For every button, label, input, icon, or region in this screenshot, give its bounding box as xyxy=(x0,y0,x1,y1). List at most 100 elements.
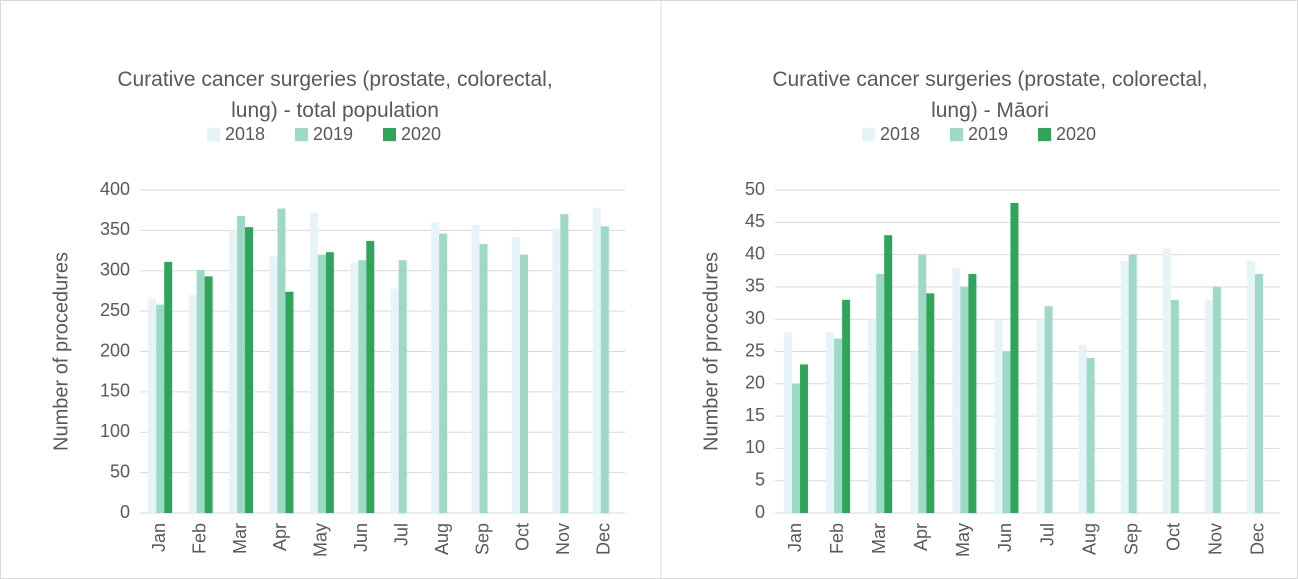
y-tick-label: 150 xyxy=(100,381,130,401)
bar xyxy=(1087,358,1095,513)
x-tick-label: Jul xyxy=(391,523,411,546)
y-tick-label: 15 xyxy=(745,405,765,425)
bar xyxy=(868,319,876,513)
legend-label: 2019 xyxy=(313,124,353,144)
x-tick-label: Oct xyxy=(1164,523,1184,551)
y-tick-label: 10 xyxy=(745,437,765,457)
bar xyxy=(560,214,568,513)
legend-label: 2018 xyxy=(225,124,265,144)
bar xyxy=(391,289,399,513)
bar xyxy=(1002,352,1010,514)
legend-swatch xyxy=(862,128,875,141)
y-tick-label: 250 xyxy=(100,300,130,320)
chart-title: Curative cancer surgeries (prostate, col… xyxy=(770,64,1210,126)
legend-swatch xyxy=(950,128,963,141)
x-tick-label: Dec xyxy=(1248,523,1268,555)
bar xyxy=(189,295,197,513)
y-tick-label: 5 xyxy=(755,469,765,489)
x-tick-label: May xyxy=(953,523,973,557)
bar xyxy=(285,292,293,513)
x-tick-label: Jun xyxy=(995,523,1015,552)
x-tick-label: Apr xyxy=(270,523,290,551)
x-tick-label: Jan xyxy=(149,523,169,552)
bar xyxy=(960,287,968,513)
bar xyxy=(1171,300,1179,513)
x-tick-label: Sep xyxy=(1121,523,1141,555)
bar xyxy=(800,364,808,513)
bar xyxy=(1121,261,1129,513)
bar xyxy=(952,268,960,513)
y-tick-label: 300 xyxy=(100,260,130,280)
legend-swatch xyxy=(207,128,220,141)
bar xyxy=(480,244,488,513)
bar xyxy=(277,209,285,513)
bar xyxy=(366,241,374,513)
bar xyxy=(1163,248,1171,513)
bar xyxy=(520,255,528,513)
page: 201820192020050100150200250300350400Numb… xyxy=(0,0,1298,579)
x-tick-label: May xyxy=(311,523,331,557)
bar xyxy=(472,225,480,513)
bar xyxy=(1037,319,1045,513)
bar xyxy=(792,384,800,513)
x-tick-label: Dec xyxy=(594,523,614,555)
bar xyxy=(593,208,601,513)
bar xyxy=(552,229,560,513)
bar xyxy=(245,227,253,513)
bar xyxy=(968,274,976,513)
bar xyxy=(358,260,366,513)
y-tick-label: 40 xyxy=(745,243,765,263)
legend-swatch xyxy=(383,128,396,141)
y-axis-label: Number of procedures xyxy=(700,252,722,451)
bar xyxy=(318,255,326,513)
y-tick-label: 35 xyxy=(745,276,765,296)
y-tick-label: 20 xyxy=(745,373,765,393)
x-tick-label: Jul xyxy=(1037,523,1057,546)
x-tick-label: Feb xyxy=(189,523,209,554)
bar xyxy=(310,213,318,513)
bar xyxy=(269,256,277,513)
x-tick-label: Apr xyxy=(911,523,931,551)
legend-swatch xyxy=(1038,128,1051,141)
legend-label: 2018 xyxy=(880,124,920,144)
y-tick-label: 50 xyxy=(745,179,765,199)
bar xyxy=(601,226,609,513)
bar xyxy=(926,293,934,513)
bar xyxy=(1247,261,1255,513)
bar xyxy=(156,305,164,513)
y-tick-label: 0 xyxy=(120,502,130,522)
bar xyxy=(884,235,892,513)
x-tick-label: Nov xyxy=(1206,523,1226,555)
bar xyxy=(164,262,172,513)
legend-label: 2020 xyxy=(1056,124,1096,144)
bar xyxy=(1213,287,1221,513)
y-tick-label: 45 xyxy=(745,211,765,231)
bar xyxy=(512,237,520,513)
y-axis-label: Number of procedures xyxy=(50,252,72,451)
x-tick-label: Oct xyxy=(513,523,533,551)
x-tick-label: Feb xyxy=(827,523,847,554)
bar xyxy=(439,234,447,513)
legend-label: 2020 xyxy=(401,124,441,144)
bar xyxy=(1129,255,1137,513)
bar xyxy=(842,300,850,513)
bar xyxy=(918,255,926,513)
y-tick-label: 50 xyxy=(110,461,130,481)
bar xyxy=(229,230,237,513)
bar xyxy=(148,299,156,513)
bar xyxy=(326,252,334,513)
x-tick-label: Aug xyxy=(432,523,452,555)
bar xyxy=(834,339,842,513)
bar xyxy=(237,216,245,513)
bar xyxy=(994,319,1002,513)
bar xyxy=(399,260,407,513)
bar xyxy=(876,274,884,513)
x-tick-label: Jun xyxy=(351,523,371,552)
x-tick-label: Mar xyxy=(230,523,250,554)
bar xyxy=(431,222,439,513)
bar xyxy=(1045,306,1053,513)
y-tick-label: 0 xyxy=(755,502,765,522)
y-tick-label: 25 xyxy=(745,340,765,360)
bar xyxy=(197,270,205,513)
y-tick-label: 400 xyxy=(100,179,130,199)
